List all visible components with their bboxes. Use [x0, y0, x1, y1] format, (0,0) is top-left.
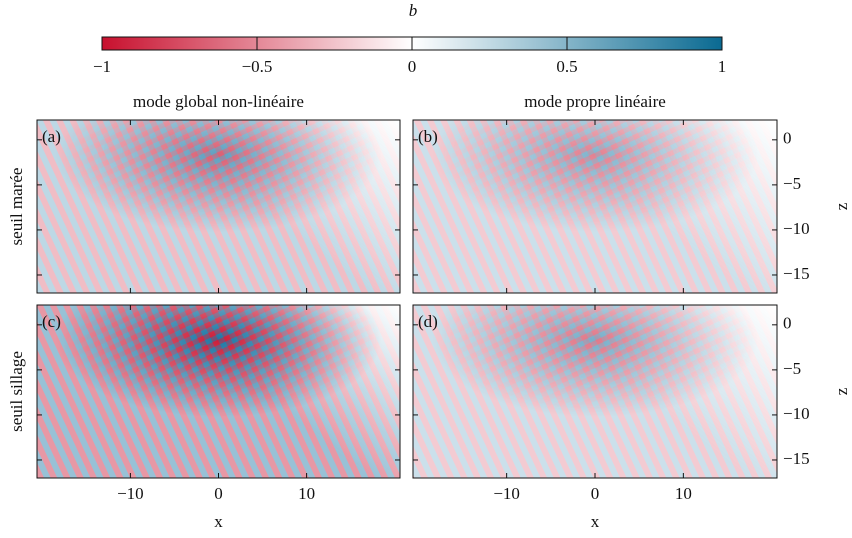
row-title: seuil sillage	[7, 351, 26, 432]
y-tick-label: 0	[783, 129, 792, 148]
x-tick-label: 0	[214, 484, 223, 503]
wave-field	[37, 120, 400, 293]
colorbar-tick-label: −1	[93, 57, 111, 76]
wave-beam	[413, 305, 777, 478]
wave-field	[413, 120, 777, 293]
x-tick-label: 0	[591, 484, 600, 503]
wave-beam	[37, 120, 400, 293]
x-label: x	[591, 512, 600, 531]
wave-field	[37, 305, 400, 478]
wave-beam	[413, 120, 777, 293]
y-tick-label: −15	[783, 449, 810, 468]
colorbar-tick-label: 0.5	[556, 57, 577, 76]
x-tick-label: 10	[675, 484, 692, 503]
colorbar-tick-label: 0	[408, 57, 417, 76]
y-tick-label: 0	[783, 314, 792, 333]
panel-label: (d)	[418, 312, 438, 331]
y-label: z	[832, 387, 851, 395]
column-title: mode propre linéaire	[524, 92, 666, 111]
colorbar-tick-label: −0.5	[242, 57, 273, 76]
y-label: z	[832, 202, 851, 210]
x-tick-label: 10	[298, 484, 315, 503]
wave-beam	[37, 305, 400, 478]
colorbar-label: b	[409, 1, 418, 20]
y-tick-label: −15	[783, 264, 810, 283]
row-title: seuil marée	[7, 168, 26, 246]
x-label: x	[214, 512, 223, 531]
y-tick-label: −5	[783, 359, 801, 378]
y-tick-label: −5	[783, 174, 801, 193]
panel-label: (c)	[42, 312, 61, 331]
y-tick-label: −10	[783, 404, 810, 423]
x-tick-label: −10	[117, 484, 144, 503]
column-title: mode global non-linéaire	[133, 92, 304, 111]
x-tick-label: −10	[493, 484, 520, 503]
wave-field	[413, 305, 777, 478]
panel-label: (b)	[418, 127, 438, 146]
panel-label: (a)	[42, 127, 61, 146]
colorbar-tick-label: 1	[718, 57, 727, 76]
y-tick-label: −10	[783, 219, 810, 238]
